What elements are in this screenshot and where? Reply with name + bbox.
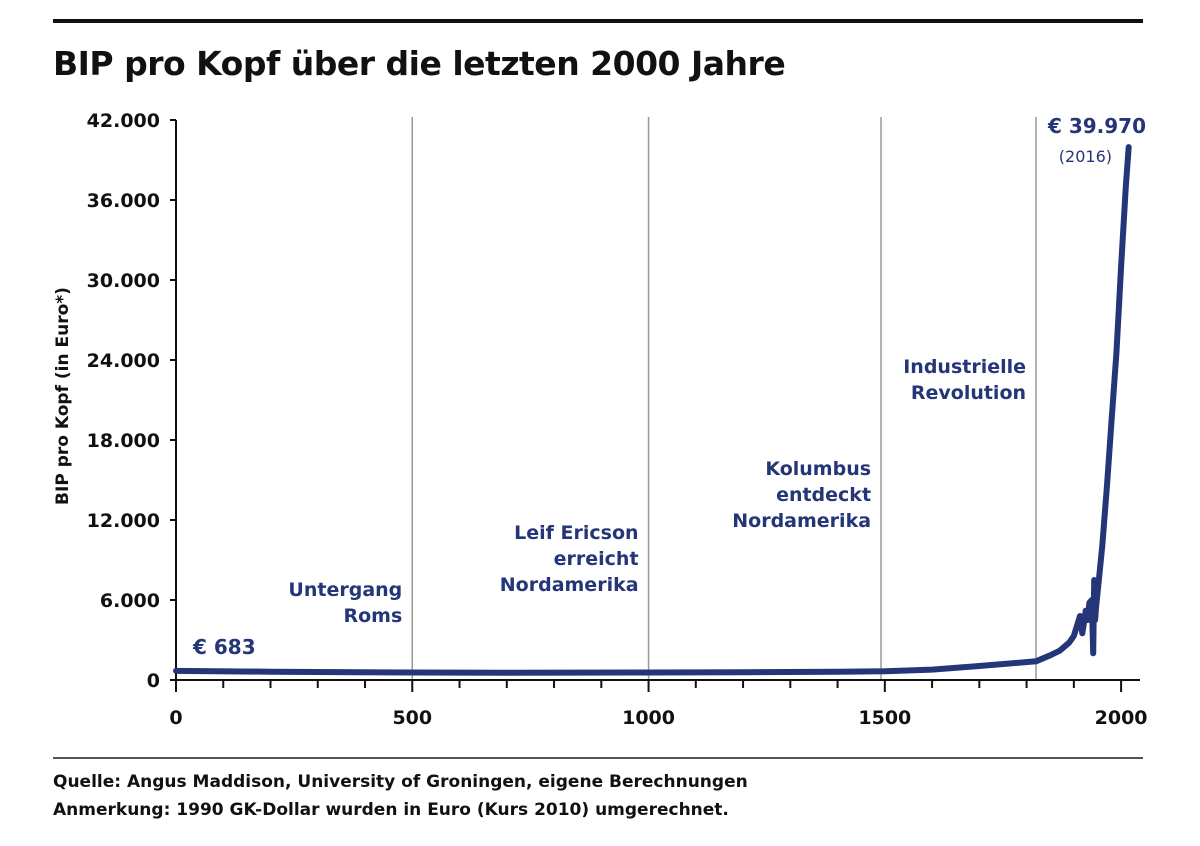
- marker-label-0-0: Untergang: [288, 579, 402, 601]
- marker-label-2-0: Kolumbus: [765, 458, 871, 480]
- marker-label-0-1: Roms: [343, 605, 402, 627]
- y-tick-label-1: 6.000: [100, 590, 160, 612]
- y-tick-label-4: 24.000: [87, 350, 160, 372]
- marker-label-3-1: Revolution: [911, 382, 1026, 404]
- y-tick-label-5: 30.000: [87, 270, 160, 292]
- marker-label-1-1: erreicht: [554, 548, 639, 570]
- y-tick-label-2: 12.000: [87, 510, 160, 532]
- x-tick-label-2: 1000: [622, 707, 675, 729]
- marker-label-2-1: entdeckt: [776, 484, 871, 506]
- start-value-label: € 683: [192, 635, 256, 659]
- source-note: Quelle: Angus Maddison, University of Gr…: [53, 772, 748, 792]
- x-tick-label-1: 500: [392, 707, 432, 729]
- y-tick-label-6: 36.000: [87, 190, 160, 212]
- bottom-rule: [53, 757, 1143, 759]
- marker-label-1-2: Nordamerika: [500, 574, 639, 596]
- y-tick-label-7: 42.000: [87, 110, 160, 132]
- end-year-label: (2016): [1059, 147, 1112, 166]
- x-tick-label-3: 1500: [858, 707, 911, 729]
- y-axis-title: BIP pro Kopf (in Euro*): [53, 287, 73, 505]
- y-tick-label-3: 18.000: [87, 430, 160, 452]
- top-rule: [53, 19, 1143, 23]
- page-title: BIP pro Kopf über die letzten 2000 Jahre: [53, 44, 786, 83]
- marker-label-3-0: Industrielle: [903, 356, 1026, 378]
- marker-label-2-2: Nordamerika: [732, 510, 871, 532]
- x-tick-label-4: 2000: [1095, 707, 1148, 729]
- end-value-label: € 39.970: [1047, 114, 1146, 138]
- series-line-0: [173, 144, 1132, 676]
- y-tick-label-0: 0: [147, 670, 160, 692]
- x-tick-label-0: 0: [169, 707, 182, 729]
- marker-label-1-0: Leif Ericson: [514, 522, 638, 544]
- remark-note: Anmerkung: 1990 GK-Dollar wurden in Euro…: [53, 800, 729, 820]
